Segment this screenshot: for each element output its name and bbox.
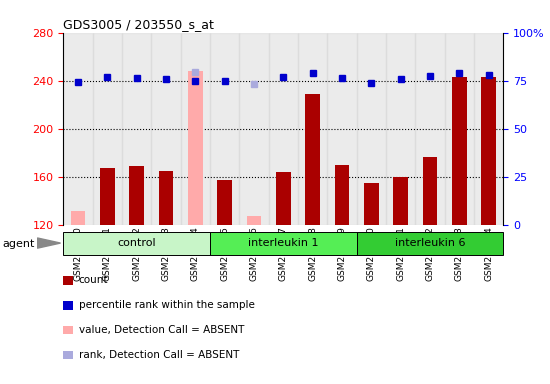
Bar: [268, 33, 298, 225]
Bar: [305, 94, 320, 225]
Bar: [481, 77, 496, 225]
Text: value, Detection Call = ABSENT: value, Detection Call = ABSENT: [79, 325, 244, 335]
Text: interleukin 1: interleukin 1: [248, 238, 318, 248]
Bar: [210, 232, 356, 255]
Text: GDS3005 / 203550_s_at: GDS3005 / 203550_s_at: [63, 18, 214, 31]
Text: rank, Detection Call = ABSENT: rank, Detection Call = ABSENT: [79, 350, 239, 360]
Bar: [356, 33, 386, 225]
Bar: [386, 33, 415, 225]
Bar: [334, 165, 349, 225]
Bar: [452, 77, 466, 225]
Bar: [151, 33, 180, 225]
Bar: [393, 177, 408, 225]
Bar: [422, 157, 437, 225]
Text: percentile rank within the sample: percentile rank within the sample: [79, 300, 255, 310]
Bar: [444, 33, 474, 225]
Bar: [122, 33, 151, 225]
Bar: [415, 33, 444, 225]
Bar: [364, 183, 378, 225]
Text: interleukin 6: interleukin 6: [395, 238, 465, 248]
Text: control: control: [117, 238, 156, 248]
Bar: [298, 33, 327, 225]
Bar: [100, 168, 114, 225]
Bar: [63, 33, 92, 225]
Bar: [246, 216, 261, 225]
Bar: [327, 33, 356, 225]
Polygon shape: [37, 238, 60, 248]
Bar: [239, 33, 268, 225]
Bar: [217, 180, 232, 225]
Text: agent: agent: [3, 239, 35, 249]
Text: count: count: [79, 275, 108, 285]
Bar: [92, 33, 122, 225]
Bar: [474, 33, 503, 225]
Bar: [70, 212, 85, 225]
Bar: [210, 33, 239, 225]
Bar: [180, 33, 210, 225]
Bar: [129, 166, 144, 225]
Bar: [63, 232, 210, 255]
Bar: [356, 232, 503, 255]
Bar: [276, 172, 290, 225]
Bar: [158, 170, 173, 225]
Bar: [188, 71, 202, 225]
